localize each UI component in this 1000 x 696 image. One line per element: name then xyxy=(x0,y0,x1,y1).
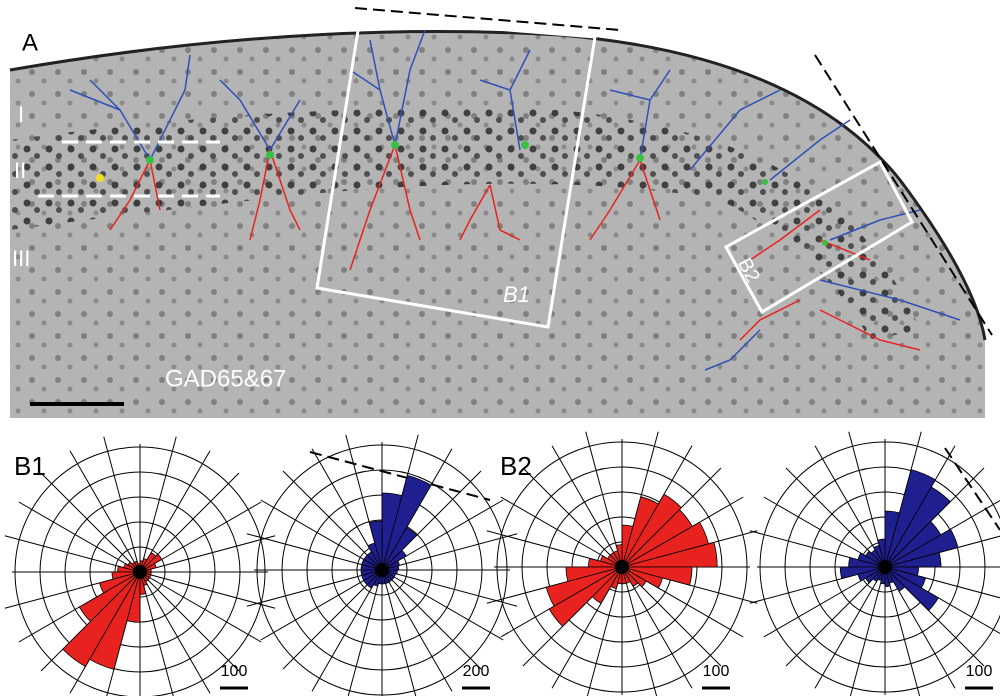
polar-spoke xyxy=(552,446,622,567)
polar-spoke xyxy=(19,502,140,572)
panel-label: B1 xyxy=(14,451,46,481)
polar-spoke xyxy=(140,572,261,642)
soma xyxy=(878,560,892,574)
polar-spoke xyxy=(140,536,275,572)
polar-spoke xyxy=(815,567,885,688)
stain-label: GAD65&67 xyxy=(165,365,286,392)
rose-plot: 200 xyxy=(247,435,517,696)
polar-spoke xyxy=(622,567,658,696)
polar-spoke xyxy=(849,567,885,696)
panel-label: A xyxy=(22,29,38,56)
rose-plot: 100 xyxy=(750,432,1000,696)
panel-label: B2 xyxy=(500,451,532,481)
polar-spoke xyxy=(41,473,140,572)
polar-spoke xyxy=(382,570,452,691)
scale-label: 100 xyxy=(221,663,248,680)
polar-spoke xyxy=(104,437,140,572)
polar-spoke xyxy=(382,570,503,640)
scale-label: 100 xyxy=(966,663,993,680)
polar-spoke xyxy=(140,572,239,671)
layer-label: I xyxy=(18,102,24,127)
polar-spoke xyxy=(523,468,622,567)
scale-label: 100 xyxy=(703,663,730,680)
layer-label: III xyxy=(12,246,30,271)
polar-spoke xyxy=(140,437,176,572)
figure: A I II III GAD65&67 B1 B2 B1 B2 10020010… xyxy=(0,0,1000,696)
polar-spoke xyxy=(140,572,210,693)
layer-label: II xyxy=(14,158,26,183)
soma xyxy=(615,560,629,574)
polar-spoke xyxy=(70,451,140,572)
soma xyxy=(133,565,147,579)
polar-spoke xyxy=(382,570,481,669)
box-label: B1 xyxy=(503,282,530,307)
polar-spoke xyxy=(140,572,275,608)
polar-spoke xyxy=(346,570,382,696)
micrograph xyxy=(10,20,985,418)
polar-spoke xyxy=(382,570,418,696)
soma xyxy=(375,563,389,577)
scale-label: 200 xyxy=(463,663,490,680)
